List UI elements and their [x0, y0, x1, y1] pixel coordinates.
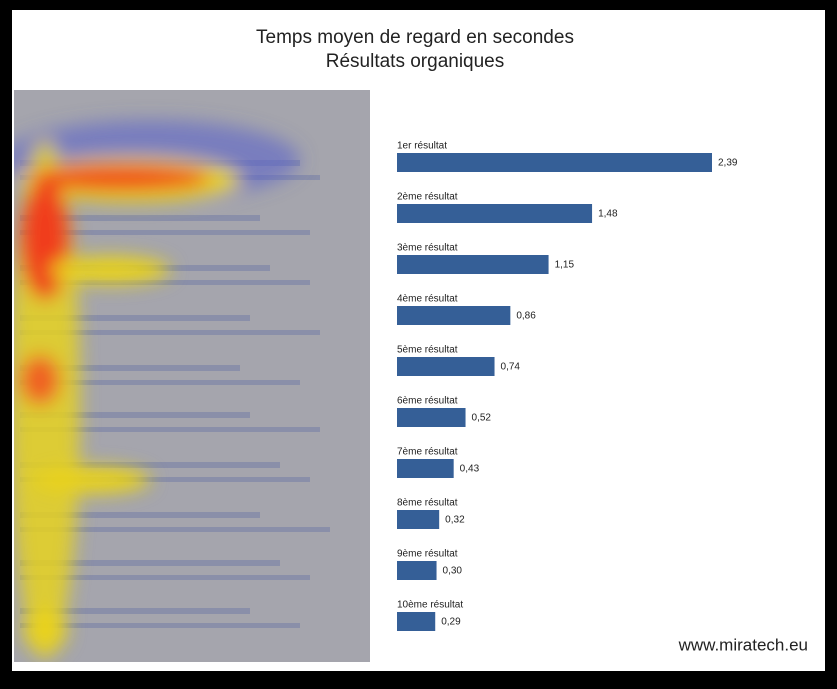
category-label: 3ème résultat [397, 243, 458, 254]
bar [397, 408, 466, 427]
value-label: 2,39 [718, 158, 738, 169]
source: www.miratech.eu [678, 635, 808, 654]
category-label: 2ème résultat [397, 192, 458, 203]
category-label: 7ème résultat [397, 447, 458, 458]
bar [397, 357, 495, 376]
value-label: 1,15 [555, 260, 575, 271]
bar [397, 255, 549, 274]
value-label: 1,48 [598, 209, 618, 220]
category-label: 1er résultat [397, 141, 447, 152]
bar [397, 561, 437, 580]
category-label: 4ème résultat [397, 294, 458, 305]
category-label: 6ème résultat [397, 396, 458, 407]
value-label: 0,32 [445, 515, 465, 526]
value-label: 0,29 [441, 617, 461, 628]
chart-subtitle: Résultats organiques [326, 51, 505, 72]
value-label: 0,52 [472, 413, 492, 424]
category-label: 8ème résultat [397, 498, 458, 509]
value-label: 0,86 [516, 311, 536, 322]
bar [397, 204, 593, 223]
bar [397, 612, 436, 631]
category-label: 9ème résultat [397, 549, 458, 560]
category-label: 5ème résultat [397, 345, 458, 356]
value-label: 0,30 [443, 566, 463, 577]
category-label: 10ème résultat [397, 600, 463, 611]
bar [397, 153, 712, 172]
bar [397, 510, 440, 529]
chart-title: Temps moyen de regard en secondes [256, 27, 574, 48]
value-label: 0,43 [460, 464, 480, 475]
value-label: 0,74 [501, 362, 521, 373]
bar [397, 306, 511, 325]
heatmap-screenshot [14, 90, 370, 662]
bar [397, 459, 454, 478]
